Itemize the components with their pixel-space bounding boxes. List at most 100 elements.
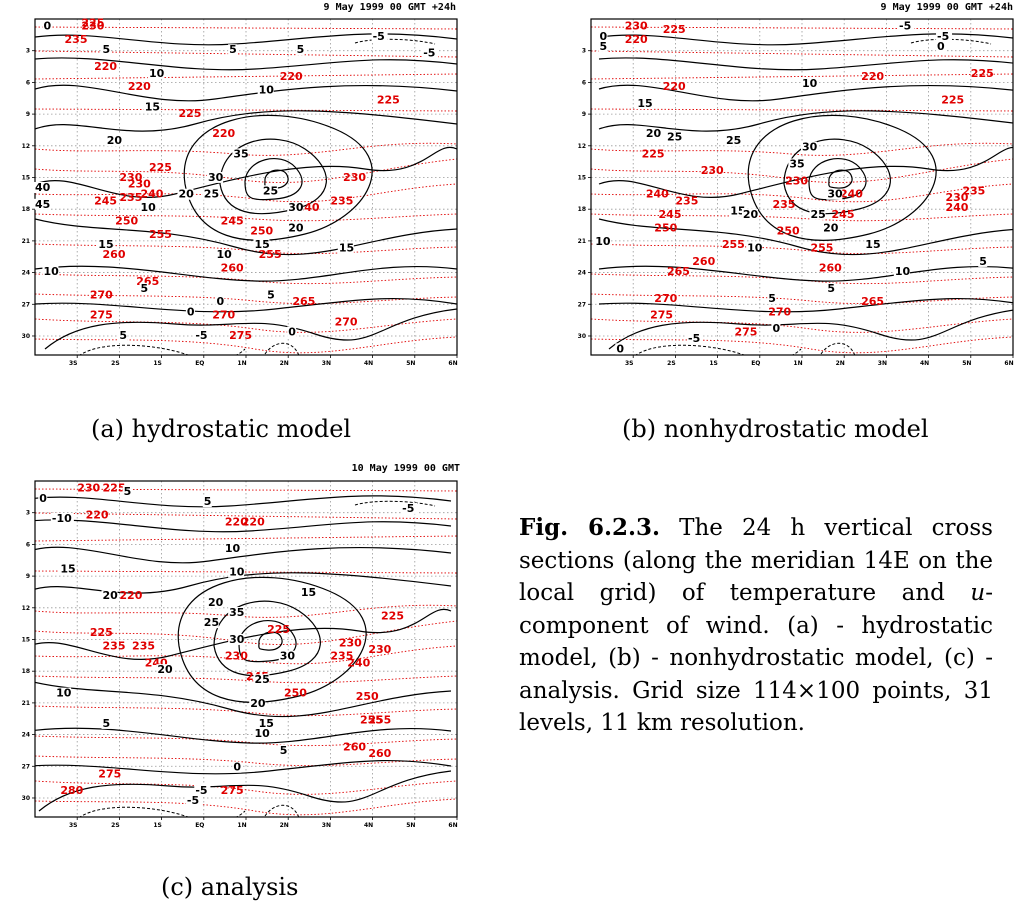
temperature-label: 250 <box>250 225 273 238</box>
wind-label: 20 <box>107 134 123 147</box>
temperature-label: 240 <box>347 656 370 669</box>
wind-label: 15 <box>145 100 160 113</box>
figure-caption: Fig. 6.2.3. The 24 h vertical cross sect… <box>519 512 993 740</box>
wind-contours <box>35 34 457 349</box>
wind-label: 0 <box>187 305 195 318</box>
wind-label: 25 <box>667 131 682 144</box>
wind-label: 10 <box>747 241 763 254</box>
cross-section-plot-b: 230 2252202202252302352402452502552602652… <box>570 14 1015 368</box>
wind-label: 20 <box>646 127 662 140</box>
temperature-label: 225 <box>377 94 400 107</box>
temperature-label: 230 <box>339 636 362 649</box>
x-tick-label: 1N <box>237 360 246 367</box>
wind-contour <box>29 496 451 507</box>
wind-label: 30 <box>288 201 304 214</box>
y-tick-label: 15 <box>22 174 30 181</box>
temperature-label: 275 <box>229 329 252 342</box>
temperature-label: 260 <box>368 747 391 760</box>
x-tick-label: 5N <box>962 360 971 367</box>
x-tick-label: 5N <box>406 822 415 829</box>
temperature-label: 275 <box>734 325 757 338</box>
temperature-label: 230 <box>77 482 100 495</box>
wind-label: 20 <box>743 208 759 221</box>
x-tick-label: 2S <box>667 360 676 367</box>
temperature-isoline <box>35 109 457 111</box>
temperature-label: 245 <box>659 208 682 221</box>
temperature-label: 220 <box>128 80 151 93</box>
temperature-label: 220 <box>119 589 142 602</box>
wind-contour <box>29 681 451 717</box>
wind-label: 10 <box>229 566 245 579</box>
wind-label: 20 <box>823 221 839 234</box>
x-tick-label: 1S <box>153 822 162 829</box>
wind-label: 30 <box>280 650 296 663</box>
wind-label: 40 <box>35 181 51 194</box>
wind-label: 0 <box>772 322 780 335</box>
temperature-label: 235 <box>132 640 155 653</box>
y-tick-label: 9 <box>26 111 30 118</box>
x-tick-label: 4N <box>364 360 373 367</box>
wind-label: -5 <box>899 20 911 33</box>
temperature-label: 260 <box>343 740 366 753</box>
temperature-label: 275 <box>90 309 113 322</box>
y-tick-label: 3 <box>582 48 586 55</box>
wind-label: 5 <box>599 40 607 53</box>
temperature-label: 220 <box>86 509 109 522</box>
wind-label: -5 <box>373 30 385 43</box>
wind-label: 5 <box>297 43 305 56</box>
wind-label: 20 <box>208 596 224 609</box>
temperature-label: 245 <box>94 194 117 207</box>
wind-label: 5 <box>141 282 149 295</box>
y-tick-label: 21 <box>22 700 30 707</box>
wind-label: 5 <box>267 289 275 302</box>
temperature-label: 270 <box>212 309 235 322</box>
plot-area: 2302252202202202252302352402452502552602… <box>29 481 457 821</box>
temperature-label: 280 <box>60 784 83 797</box>
temperature-label: 255 <box>810 241 833 254</box>
temperature-label: 235 <box>330 194 353 207</box>
temperature-label: 235 <box>65 33 88 46</box>
wind-label: 25 <box>204 616 219 629</box>
x-tick-label: 3S <box>69 360 78 367</box>
cross-section-plot-c: 2302252202202202252302352402452502552602… <box>14 476 459 830</box>
temperature-label: 270 <box>654 292 677 305</box>
temperature-label: 225 <box>81 16 104 29</box>
y-tick-label: 24 <box>22 270 30 277</box>
figure-caption-label: Fig. 6.2.3. <box>519 514 660 541</box>
temperature-label: 265 <box>861 295 884 308</box>
panel-c-timestamp: 10 May 1999 00 GMT <box>352 463 460 474</box>
wind-label: 20 <box>103 589 119 602</box>
wind-label: 5 <box>979 255 987 268</box>
wind-label: 5 <box>119 329 127 342</box>
temperature-isoline <box>591 109 1013 111</box>
temperature-label: 235 <box>675 194 698 207</box>
y-tick-label: 21 <box>578 238 586 245</box>
temperature-label: 260 <box>692 255 715 268</box>
temperature-label: 245 <box>832 208 855 221</box>
wind-label: 15 <box>637 97 652 110</box>
wind-label: 10 <box>259 84 275 97</box>
temperature-label: 240 <box>840 188 863 201</box>
temperature-label: 270 <box>335 315 358 328</box>
wind-label: 15 <box>60 562 75 575</box>
wind-label: 0 <box>616 342 624 355</box>
wind-label: 10 <box>254 727 270 740</box>
wind-label: 45 <box>35 198 50 211</box>
wind-label: 5 <box>103 717 111 730</box>
temperature-label: 220 <box>280 70 303 83</box>
plot-area: 2302252352202202252302202252302352402452… <box>34 16 457 359</box>
temperature-label: 220 <box>242 515 265 528</box>
x-tick-label: EQ <box>195 360 204 367</box>
x-tick-label: 6N <box>1004 360 1013 367</box>
y-tick-label: 9 <box>26 573 30 580</box>
wind-contour-negative <box>75 345 245 359</box>
wind-contour <box>599 58 1016 70</box>
wind-contour <box>599 266 1016 281</box>
wind-contour <box>829 170 852 188</box>
x-tick-label: 2S <box>111 360 120 367</box>
wind-label: 10 <box>141 201 157 214</box>
panel-b-caption: (b) nonhydrostatic model <box>622 415 929 443</box>
wind-label: 35 <box>789 157 804 170</box>
wind-label: 10 <box>802 77 818 90</box>
temperature-label: 275 <box>650 309 673 322</box>
